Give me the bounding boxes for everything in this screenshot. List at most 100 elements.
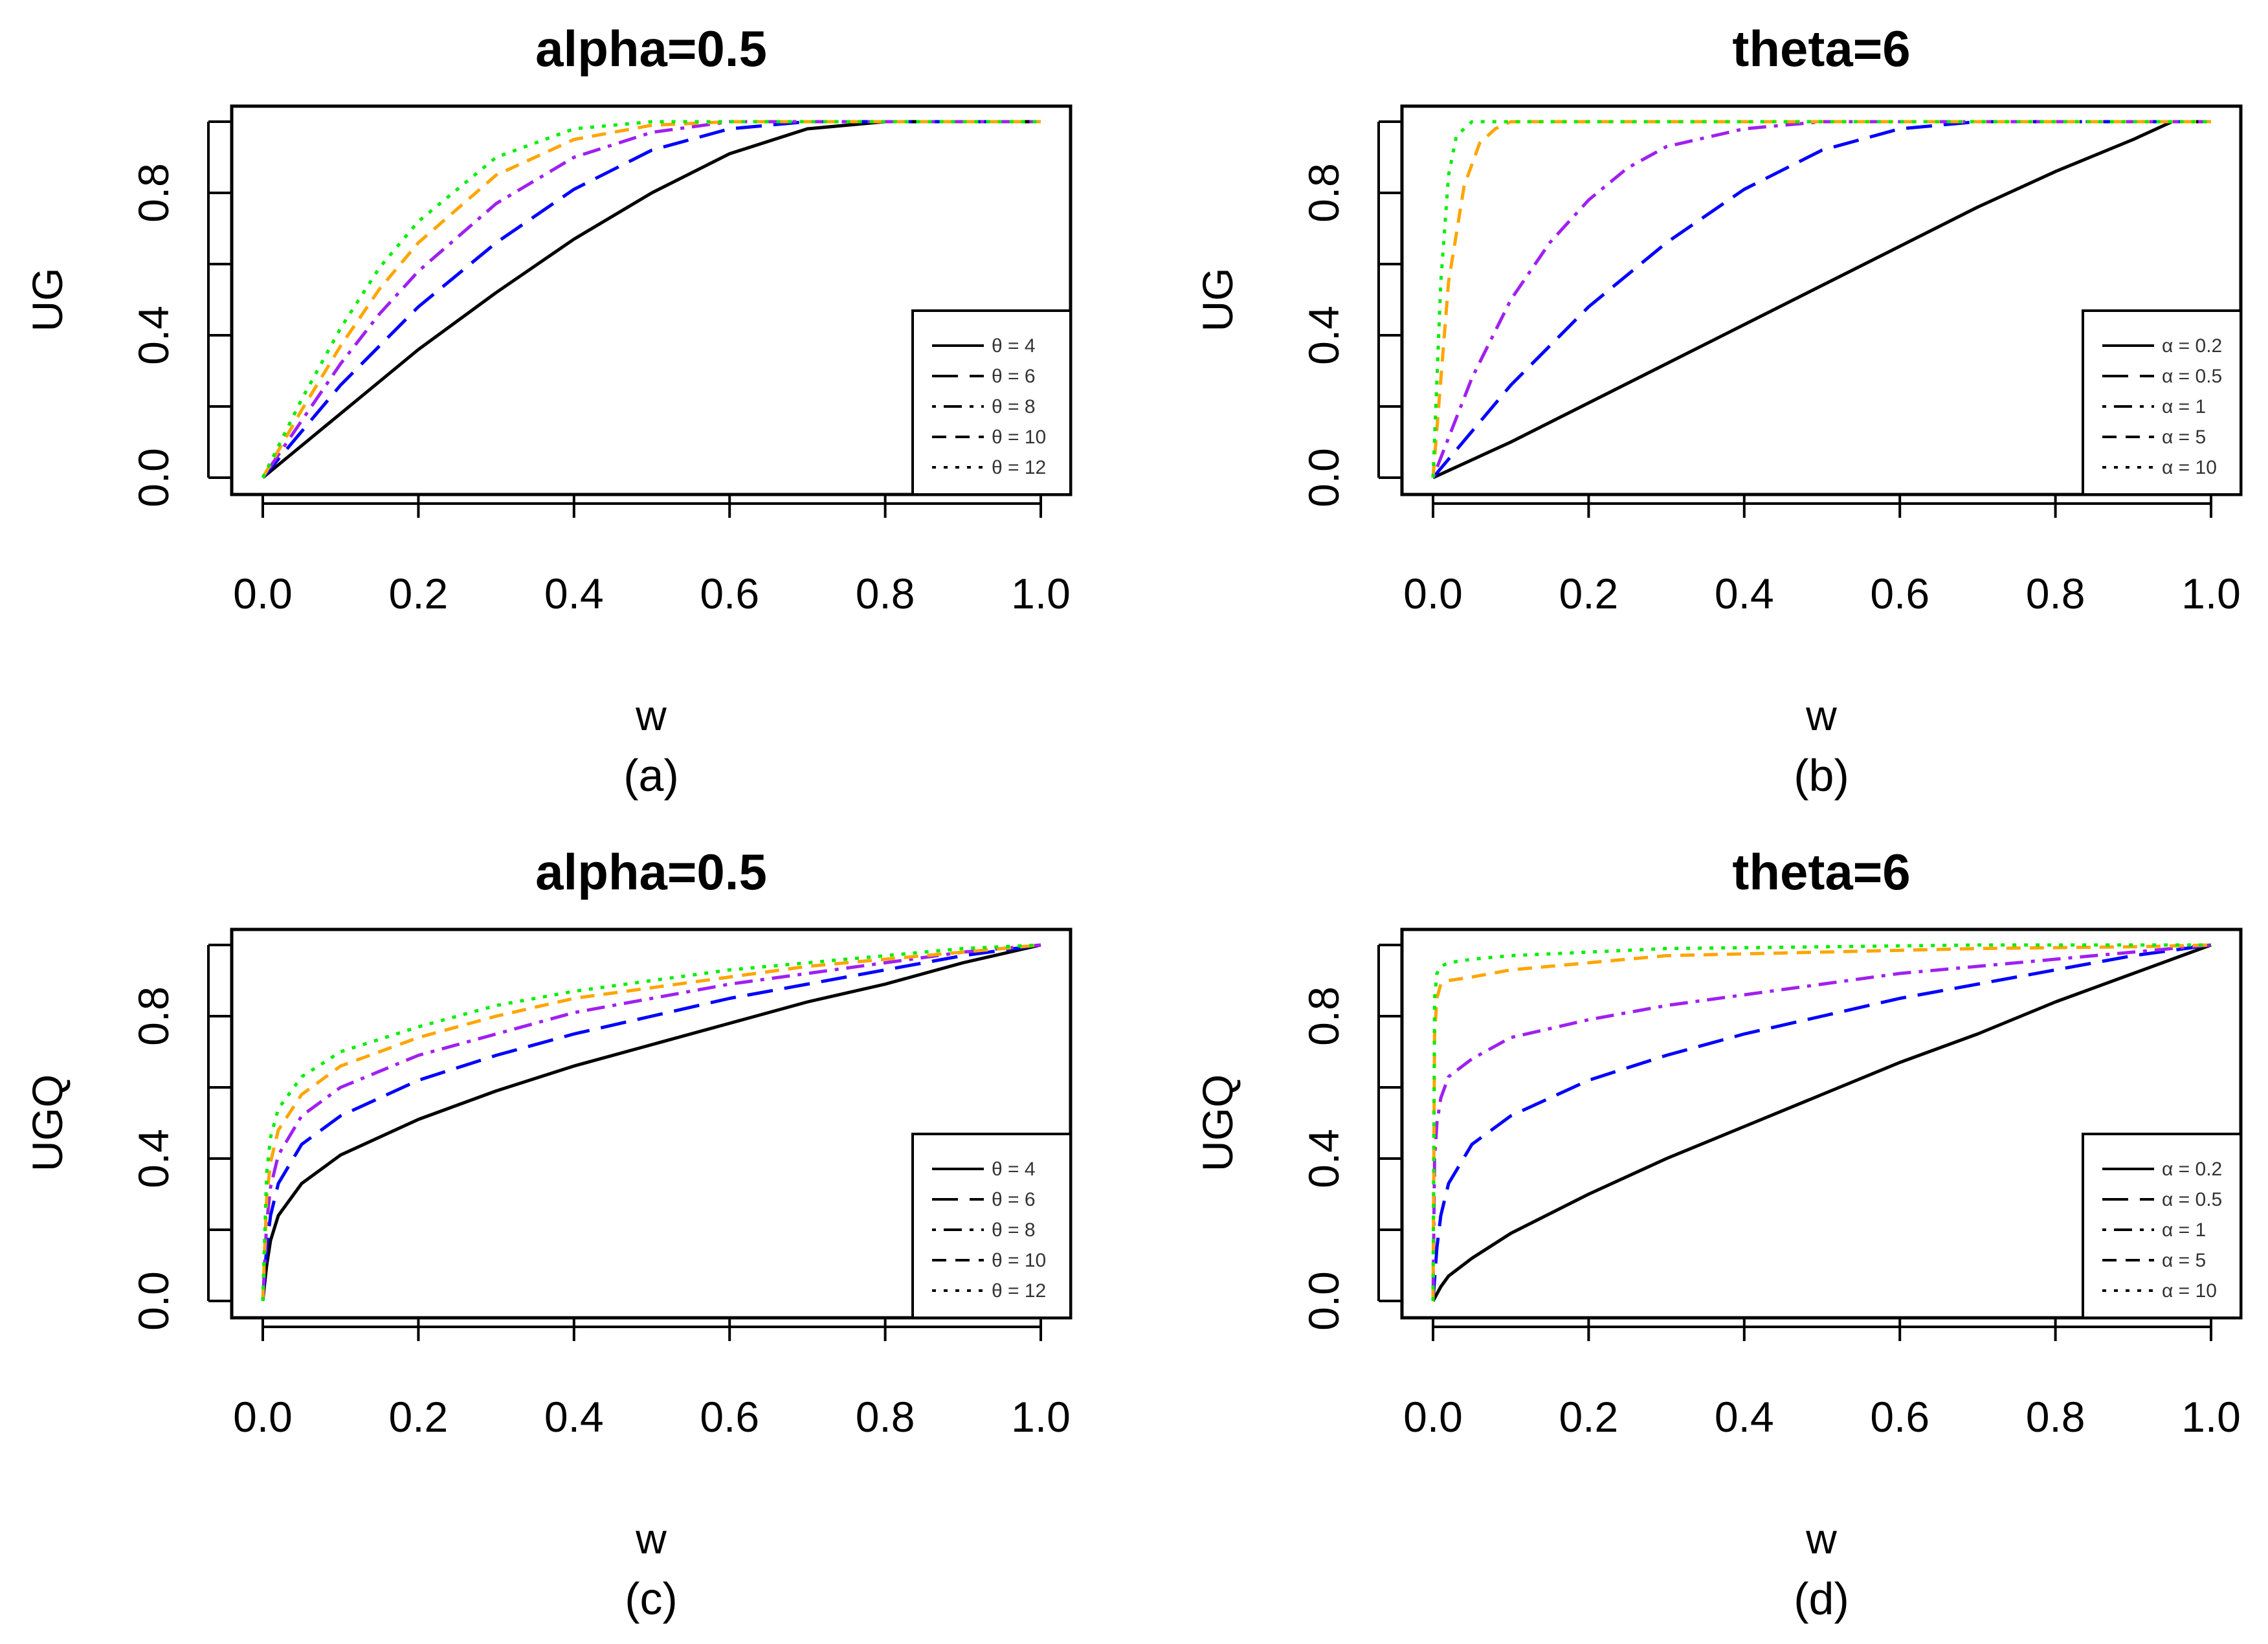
- y-tick-label: 0.4: [129, 1129, 177, 1188]
- legend-label: α = 10: [2162, 457, 2217, 478]
- plot-frame: [1400, 928, 2243, 1320]
- plot-frame: [1400, 104, 2243, 496]
- legend-label: θ = 12: [992, 1280, 1046, 1302]
- x-tick-label: 0.2: [1559, 570, 1619, 617]
- series-line-1: [1431, 943, 2212, 1302]
- series-line-1: [261, 120, 1041, 479]
- series-line-3: [261, 943, 1041, 1302]
- x-tick-label: 0.8: [856, 570, 915, 617]
- x-tick-label: 0.4: [1715, 1393, 1774, 1441]
- chart-panel-d: theta=6 0.0 0.2 0.4 0.6 0.8 1.0 0.0 0.4 0.8 UGQ w (d…: [1194, 843, 2243, 1624]
- y-axis-label: UGQ: [23, 1074, 71, 1172]
- chart-title: alpha=0.5: [535, 20, 767, 77]
- x-tick-label: 0.4: [544, 570, 604, 617]
- y-tick-label: 0.0: [1300, 1271, 1348, 1331]
- series-line-2: [1431, 943, 2212, 1302]
- series-line-2: [261, 120, 1041, 479]
- y-tick-label: 0.0: [1300, 448, 1348, 507]
- plot-frame: [230, 928, 1073, 1320]
- legend-label: θ = 8: [992, 396, 1036, 417]
- x-tick-label: 0.6: [1870, 1393, 1929, 1441]
- x-axis-label: w: [635, 691, 667, 739]
- legend-box: [911, 309, 1072, 496]
- x-tick-label: 0.2: [389, 570, 449, 617]
- x-tick-label: 1.0: [1011, 570, 1071, 617]
- series-line-0: [1431, 943, 2212, 1302]
- legend-label: α = 0.2: [2162, 335, 2222, 357]
- x-tick-label: 0.8: [856, 1393, 915, 1441]
- legend-label: α = 1: [2162, 396, 2206, 417]
- x-tick-label: 0.4: [1715, 570, 1774, 617]
- x-tick-label: 0.8: [2026, 570, 2085, 617]
- x-tick-label: 0.0: [1403, 1393, 1463, 1441]
- panel-caption: (c): [625, 1573, 678, 1624]
- y-axis-label: UG: [23, 268, 71, 332]
- y-tick-label: 0.8: [129, 986, 177, 1046]
- series-line-0: [1432, 120, 2211, 480]
- legend: α = 0.2 α = 0.5 α = 1 α = 5 α = 10: [2082, 309, 2242, 496]
- x-tick-label: 0.2: [1559, 1393, 1619, 1441]
- x-tick-label: 0.0: [233, 1393, 293, 1441]
- y-tick-label: 0.0: [129, 448, 177, 507]
- legend-label: α = 0.2: [2162, 1159, 2222, 1180]
- legend: α = 0.2 α = 0.5 α = 1 α = 5 α = 10: [2082, 1133, 2242, 1319]
- legend-label: α = 1: [2162, 1219, 2206, 1241]
- y-tick-label: 0.0: [129, 1271, 177, 1331]
- y-tick-label: 0.4: [1300, 305, 1348, 365]
- series-line-3: [261, 120, 1041, 479]
- legend-label: α = 0.5: [2162, 366, 2222, 387]
- panel-caption: (a): [623, 750, 679, 801]
- legend-label: θ = 4: [992, 335, 1036, 357]
- panel-caption: (b): [1794, 750, 1849, 801]
- chart-panel-c: alpha=0.5 0.0 0.2 0.4 0.6 0.8 1.0 0.0 0.4 0.8 UGQ w…: [23, 843, 1073, 1624]
- legend-label: θ = 8: [992, 1219, 1036, 1241]
- series-line-0: [261, 943, 1041, 1302]
- x-tick-label: 1.0: [2181, 1393, 2241, 1441]
- x-tick-label: 0.0: [1403, 570, 1463, 617]
- x-tick-label: 0.6: [1870, 570, 1929, 617]
- x-tick-label: 0.0: [233, 570, 293, 617]
- x-axis-label: w: [635, 1515, 667, 1562]
- x-axis-label: w: [1805, 1515, 1837, 1562]
- legend-label: θ = 10: [992, 1250, 1046, 1271]
- legend: θ = 4 θ = 6 θ = 8 θ = 10 θ = 12: [911, 309, 1072, 496]
- legend: θ = 4 θ = 6 θ = 8 θ = 10 θ = 12: [911, 1133, 1072, 1319]
- series-line-2: [261, 943, 1041, 1302]
- y-axis-label: UGQ: [1194, 1074, 1241, 1172]
- y-tick-label: 0.8: [1300, 163, 1348, 223]
- legend-label: θ = 10: [992, 427, 1046, 448]
- chart-title: theta=6: [1732, 843, 1910, 900]
- legend-box: [2082, 309, 2242, 496]
- legend-box: [911, 1133, 1072, 1319]
- y-axis-label: UG: [1194, 268, 1241, 332]
- legend-label: α = 5: [2162, 1250, 2206, 1271]
- legend-label: θ = 12: [992, 457, 1046, 478]
- legend-label: α = 0.5: [2162, 1189, 2222, 1210]
- x-tick-label: 0.8: [2026, 1393, 2085, 1441]
- x-tick-label: 0.4: [544, 1393, 604, 1441]
- panel-caption: (d): [1794, 1573, 1849, 1624]
- legend-label: α = 10: [2162, 1280, 2217, 1302]
- x-tick-label: 0.6: [700, 570, 759, 617]
- plot-frame: [230, 104, 1073, 496]
- series-line-4: [1431, 943, 2211, 1302]
- legend-label: θ = 6: [992, 366, 1036, 387]
- y-tick-label: 0.4: [1300, 1129, 1348, 1188]
- series-line-1: [261, 943, 1041, 1302]
- y-tick-label: 0.8: [129, 163, 177, 223]
- x-axis-label: w: [1805, 691, 1837, 739]
- y-tick-label: 0.4: [129, 305, 177, 365]
- chart-title: theta=6: [1732, 20, 1910, 77]
- legend-label: α = 5: [2162, 427, 2206, 448]
- series-line-3: [1431, 120, 2211, 478]
- legend-label: θ = 6: [992, 1189, 1036, 1210]
- x-tick-label: 1.0: [2181, 570, 2241, 617]
- series-line-1: [1432, 120, 2211, 479]
- x-tick-label: 0.2: [389, 1393, 449, 1441]
- x-tick-label: 1.0: [1011, 1393, 1071, 1441]
- legend-box: [2082, 1133, 2242, 1319]
- y-tick-label: 0.8: [1300, 986, 1348, 1046]
- chart-panel-b: theta=6 0.0 0.2 0.4 0.6 0.8 1.0 0.0 0.4 0.8 UG w (b)…: [1194, 20, 2243, 801]
- chart-panel-a: alpha=0.5 0.0 0.2 0.4 0.6 0.8 1.0 0.0 0.4 0.8 UG w (…: [23, 20, 1073, 801]
